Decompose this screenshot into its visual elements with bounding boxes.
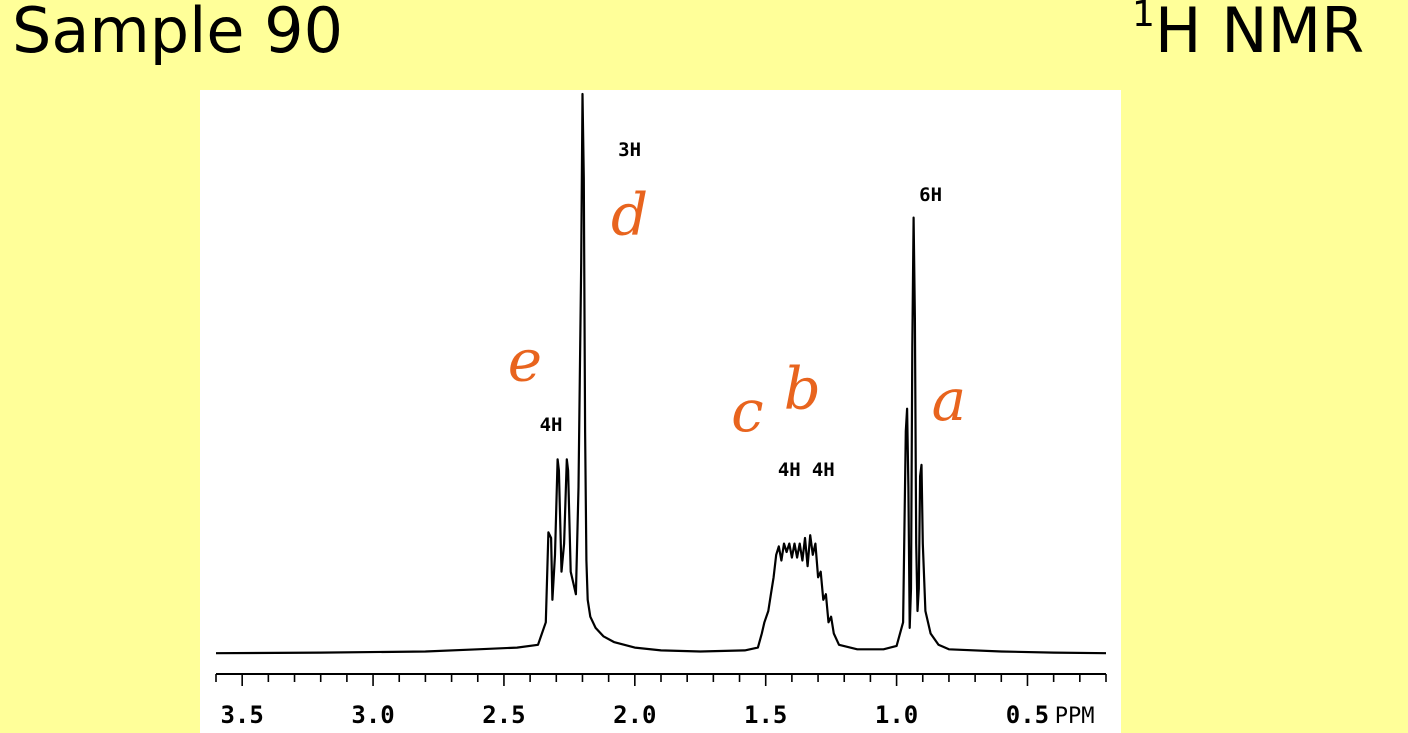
x-tick-label: 1.5 bbox=[744, 701, 787, 729]
x-axis: 3.5 3.0 2.5 2.0 1.5 1.0 0.5 PPM bbox=[215, 673, 1107, 729]
peak-labels: 4H 3H 6H 4H 4H bbox=[540, 139, 942, 481]
handwritten-label-c: c bbox=[731, 377, 763, 445]
slide-subtitle: 1H NMR bbox=[1132, 0, 1364, 67]
handwritten-label-e: e bbox=[508, 327, 542, 395]
integration-label: 6H bbox=[919, 184, 942, 206]
handwritten-labels: e d c b a bbox=[508, 181, 967, 446]
x-tick-label: 2.0 bbox=[613, 701, 656, 729]
handwritten-label-b: b bbox=[784, 355, 821, 423]
handwritten-label-d: d bbox=[611, 181, 648, 249]
integration-label: 3H bbox=[618, 139, 641, 161]
integration-label: 4H bbox=[540, 414, 563, 436]
isotope-superscript: 1 bbox=[1132, 0, 1155, 35]
trace-layer bbox=[215, 92, 1107, 655]
x-tick-label: 3.5 bbox=[220, 701, 263, 729]
integration-label: 4H bbox=[778, 459, 801, 481]
x-axis-label: PPM bbox=[1055, 704, 1095, 729]
subtitle-text: H NMR bbox=[1154, 0, 1365, 67]
x-tick-label: 0.5 bbox=[1006, 701, 1049, 729]
handwritten-label-a: a bbox=[932, 366, 967, 434]
x-tick-label: 2.5 bbox=[482, 701, 525, 729]
integration-label: 4H bbox=[812, 459, 835, 481]
x-tick-label: 1.0 bbox=[875, 701, 918, 729]
nmr-spectrum-chart: 3.5 3.0 2.5 2.0 1.5 1.0 0.5 PPM 4H 3H 6H 4H 4H e d c b… bbox=[215, 92, 1107, 729]
spectrum-trace-0 bbox=[215, 92, 1107, 655]
x-tick-label: 3.0 bbox=[351, 701, 394, 729]
slide-title: Sample 90 bbox=[12, 0, 344, 67]
